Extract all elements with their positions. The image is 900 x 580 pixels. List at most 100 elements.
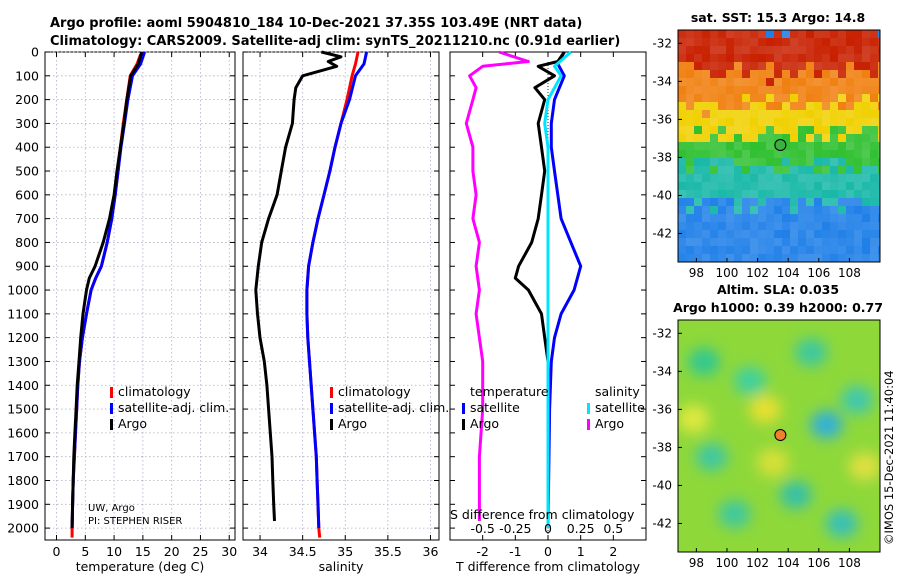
sst-pixel <box>822 46 830 54</box>
sst-pixel <box>854 118 862 126</box>
sst-pixel <box>782 198 790 206</box>
sst-pixel <box>774 46 782 54</box>
sst-pixel <box>710 78 718 86</box>
sst-pixel <box>766 134 774 142</box>
sst-pixel <box>870 102 878 110</box>
x-tick-label: 20 <box>164 544 180 559</box>
sst-pixel <box>718 214 726 222</box>
sst-pixel <box>790 182 798 190</box>
sst-pixel <box>822 214 830 222</box>
sst-pixel <box>846 158 854 166</box>
sst-pixel <box>710 94 718 102</box>
sst-pixel <box>846 38 854 46</box>
sst-pixel <box>854 70 862 78</box>
sst-pixel <box>870 94 878 102</box>
sst-pixel <box>838 142 846 150</box>
sst-pixel <box>814 142 822 150</box>
sst-pixel <box>806 158 814 166</box>
sst-pixel <box>878 158 880 166</box>
sst-pixel <box>790 86 798 94</box>
sst-pixel <box>774 246 782 254</box>
sst-pixel <box>798 150 806 158</box>
sst-pixel <box>702 238 710 246</box>
legend-label-satellite: satellite-adj. clim. <box>118 400 229 415</box>
sst-pixel <box>726 254 734 262</box>
sst-pixel <box>734 254 742 262</box>
series-line-climatology <box>305 51 360 538</box>
sst-map-title: sat. SST: 15.3 Argo: 14.8 <box>691 10 865 25</box>
sst-pixel <box>678 30 686 38</box>
sst-pixel <box>878 70 880 78</box>
sst-pixel <box>766 102 774 110</box>
sst-pixel <box>854 46 862 54</box>
x-tick-label: 0 <box>53 544 61 559</box>
sst-pixel <box>830 70 838 78</box>
sst-pixel <box>782 238 790 246</box>
x-tick-label: 35.5 <box>374 544 402 559</box>
sst-pixel <box>774 126 782 134</box>
sst-pixel <box>678 182 686 190</box>
sst-pixel <box>878 110 880 118</box>
sst-pixel <box>862 254 870 262</box>
sst-pixel <box>710 54 718 62</box>
sst-pixel <box>854 78 862 86</box>
sst-pixel <box>822 158 830 166</box>
sst-pixel <box>694 214 702 222</box>
sst-pixel <box>702 86 710 94</box>
sst-pixel <box>686 214 694 222</box>
sst-pixel <box>838 30 846 38</box>
sst-pixel <box>798 246 806 254</box>
sst-pixel <box>862 78 870 86</box>
sst-pixel <box>798 54 806 62</box>
sst-pixel <box>878 198 880 206</box>
sst-pixel <box>694 134 702 142</box>
sst-pixel <box>870 254 878 262</box>
sst-pixel <box>710 62 718 70</box>
sst-pixel <box>854 94 862 102</box>
sst-pixel <box>806 182 814 190</box>
sst-pixel <box>838 222 846 230</box>
sst-pixel <box>718 86 726 94</box>
sst-pixel <box>822 102 830 110</box>
sst-pixel <box>782 94 790 102</box>
sst-pixel <box>734 230 742 238</box>
sst-pixel <box>838 214 846 222</box>
sst-pixel <box>862 110 870 118</box>
sst-pixel <box>758 150 766 158</box>
sst-pixel <box>814 38 822 46</box>
sst-pixel <box>870 134 878 142</box>
sst-pixel <box>694 70 702 78</box>
sla-anomaly-blob <box>779 480 812 509</box>
sst-pixel <box>870 86 878 94</box>
sst-pixel <box>878 46 880 54</box>
sst-pixel <box>814 126 822 134</box>
sst-pixel <box>742 126 750 134</box>
sst-pixel <box>694 142 702 150</box>
sst-pixel <box>870 222 878 230</box>
sst-pixel <box>830 30 838 38</box>
sst-pixel <box>678 174 686 182</box>
sst-pixel <box>686 46 694 54</box>
sst-pixel <box>814 238 822 246</box>
map-x-tick-label: 104 <box>777 266 800 280</box>
sst-pixel <box>766 174 774 182</box>
sst-pixel <box>822 198 830 206</box>
sst-pixel <box>854 206 862 214</box>
sst-pixel <box>710 222 718 230</box>
sst-pixel <box>830 150 838 158</box>
sst-pixel <box>686 142 694 150</box>
salinity-plot: 34 34.5 35 35.5 36 <box>243 50 439 559</box>
x-tick-label: 36 <box>423 544 439 559</box>
sst-pixel <box>798 70 806 78</box>
sst-pixel <box>742 70 750 78</box>
sst-pixel <box>870 206 878 214</box>
sst-pixel <box>726 62 734 70</box>
sst-pixel <box>758 158 766 166</box>
series-line-argo <box>254 50 343 522</box>
sst-pixel <box>718 206 726 214</box>
sst-pixel <box>870 46 878 54</box>
sst-pixel <box>766 254 774 262</box>
sst-pixel <box>854 182 862 190</box>
sst-pixel <box>726 158 734 166</box>
sst-pixel <box>814 206 822 214</box>
